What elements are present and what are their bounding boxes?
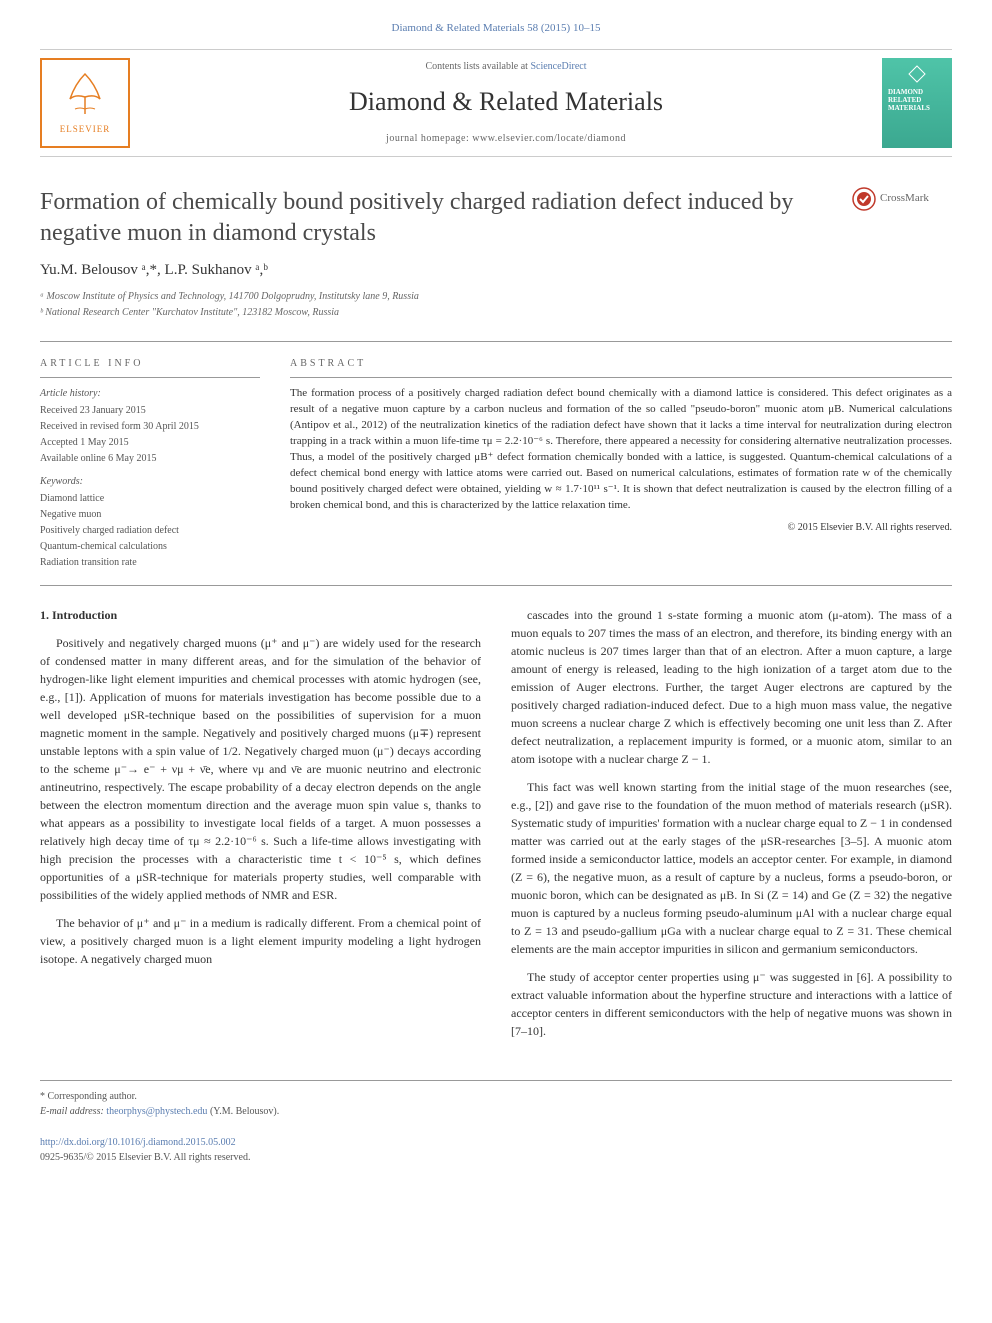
corresponding-author: * Corresponding author. bbox=[40, 1089, 952, 1104]
journal-header: ELSEVIER Contents lists available at Sci… bbox=[40, 49, 952, 157]
crossmark-badge[interactable]: CrossMark bbox=[852, 187, 952, 211]
abstract-copyright: © 2015 Elsevier B.V. All rights reserved… bbox=[290, 520, 952, 535]
body-col-right: cascades into the ground 1 s-state formi… bbox=[511, 606, 952, 1050]
affiliations: ᵃ Moscow Institute of Physics and Techno… bbox=[40, 289, 952, 321]
journal-homepage[interactable]: journal homepage: www.elsevier.com/locat… bbox=[150, 131, 862, 146]
keywords-heading: Keywords: bbox=[40, 474, 260, 489]
header-center: Contents lists available at ScienceDirec… bbox=[130, 59, 882, 146]
title-row: Formation of chemically bound positively… bbox=[40, 187, 952, 249]
doi-link[interactable]: http://dx.doi.org/10.1016/j.diamond.2015… bbox=[40, 1137, 236, 1148]
diamond-icon bbox=[907, 64, 927, 84]
keyword: Positively charged radiation defect bbox=[40, 523, 260, 538]
abstract-text: The formation process of a positively ch… bbox=[290, 386, 952, 514]
issn-copyright: 0925-9635/© 2015 Elsevier B.V. All right… bbox=[40, 1150, 952, 1165]
article-info: ARTICLE INFO Article history: Received 2… bbox=[40, 356, 260, 571]
section-heading: 1. Introduction bbox=[40, 606, 481, 624]
history-heading: Article history: bbox=[40, 386, 260, 401]
crossmark-icon bbox=[852, 187, 876, 211]
body-paragraph: Positively and negatively charged muons … bbox=[40, 634, 481, 904]
keyword: Quantum-chemical calculations bbox=[40, 539, 260, 554]
info-heading: ARTICLE INFO bbox=[40, 356, 260, 378]
keyword: Negative muon bbox=[40, 507, 260, 522]
body-columns: 1. Introduction Positively and negativel… bbox=[40, 606, 952, 1050]
cover-text: DIAMOND RELATED MATERIALS bbox=[888, 88, 946, 113]
email-author: (Y.M. Belousov). bbox=[207, 1106, 279, 1117]
crossmark-label: CrossMark bbox=[880, 190, 929, 207]
keyword: Diamond lattice bbox=[40, 491, 260, 506]
affiliation-a: ᵃ Moscow Institute of Physics and Techno… bbox=[40, 289, 952, 305]
email-link[interactable]: theorphys@phystech.edu bbox=[106, 1106, 207, 1117]
keyword: Radiation transition rate bbox=[40, 555, 260, 570]
email-line: E-mail address: theorphys@phystech.edu (… bbox=[40, 1104, 952, 1119]
abstract-heading: ABSTRACT bbox=[290, 356, 952, 378]
body-col-left: 1. Introduction Positively and negativel… bbox=[40, 606, 481, 1050]
received-date: Received 23 January 2015 bbox=[40, 403, 260, 418]
contents-line: Contents lists available at ScienceDirec… bbox=[150, 59, 862, 74]
revised-date: Received in revised form 30 April 2015 bbox=[40, 419, 260, 434]
journal-citation[interactable]: Diamond & Related Materials 58 (2015) 10… bbox=[40, 20, 952, 37]
article-title: Formation of chemically bound positively… bbox=[40, 187, 852, 249]
abstract: ABSTRACT The formation process of a posi… bbox=[290, 356, 952, 571]
sciencedirect-link[interactable]: ScienceDirect bbox=[530, 61, 586, 72]
affiliation-b: ᵇ National Research Center "Kurchatov In… bbox=[40, 305, 952, 321]
info-abstract-row: ARTICLE INFO Article history: Received 2… bbox=[40, 341, 952, 586]
contents-prefix: Contents lists available at bbox=[425, 61, 530, 72]
body-paragraph: cascades into the ground 1 s-state formi… bbox=[511, 606, 952, 768]
elsevier-logo[interactable]: ELSEVIER bbox=[40, 58, 130, 148]
journal-name: Diamond & Related Materials bbox=[150, 82, 862, 121]
body-paragraph: The study of acceptor center properties … bbox=[511, 968, 952, 1040]
accepted-date: Accepted 1 May 2015 bbox=[40, 435, 260, 450]
online-date: Available online 6 May 2015 bbox=[40, 451, 260, 466]
journal-cover[interactable]: DIAMOND RELATED MATERIALS bbox=[882, 58, 952, 148]
doi-line: http://dx.doi.org/10.1016/j.diamond.2015… bbox=[40, 1135, 952, 1150]
elsevier-tree-icon bbox=[55, 69, 115, 119]
body-paragraph: The behavior of μ⁺ and μ⁻ in a medium is… bbox=[40, 914, 481, 968]
email-label: E-mail address: bbox=[40, 1106, 106, 1117]
elsevier-label: ELSEVIER bbox=[60, 123, 111, 137]
footer: * Corresponding author. E-mail address: … bbox=[40, 1080, 952, 1165]
body-paragraph: This fact was well known starting from t… bbox=[511, 778, 952, 958]
authors: Yu.M. Belousov ᵃ,*, L.P. Sukhanov ᵃ,ᵇ bbox=[40, 259, 952, 282]
